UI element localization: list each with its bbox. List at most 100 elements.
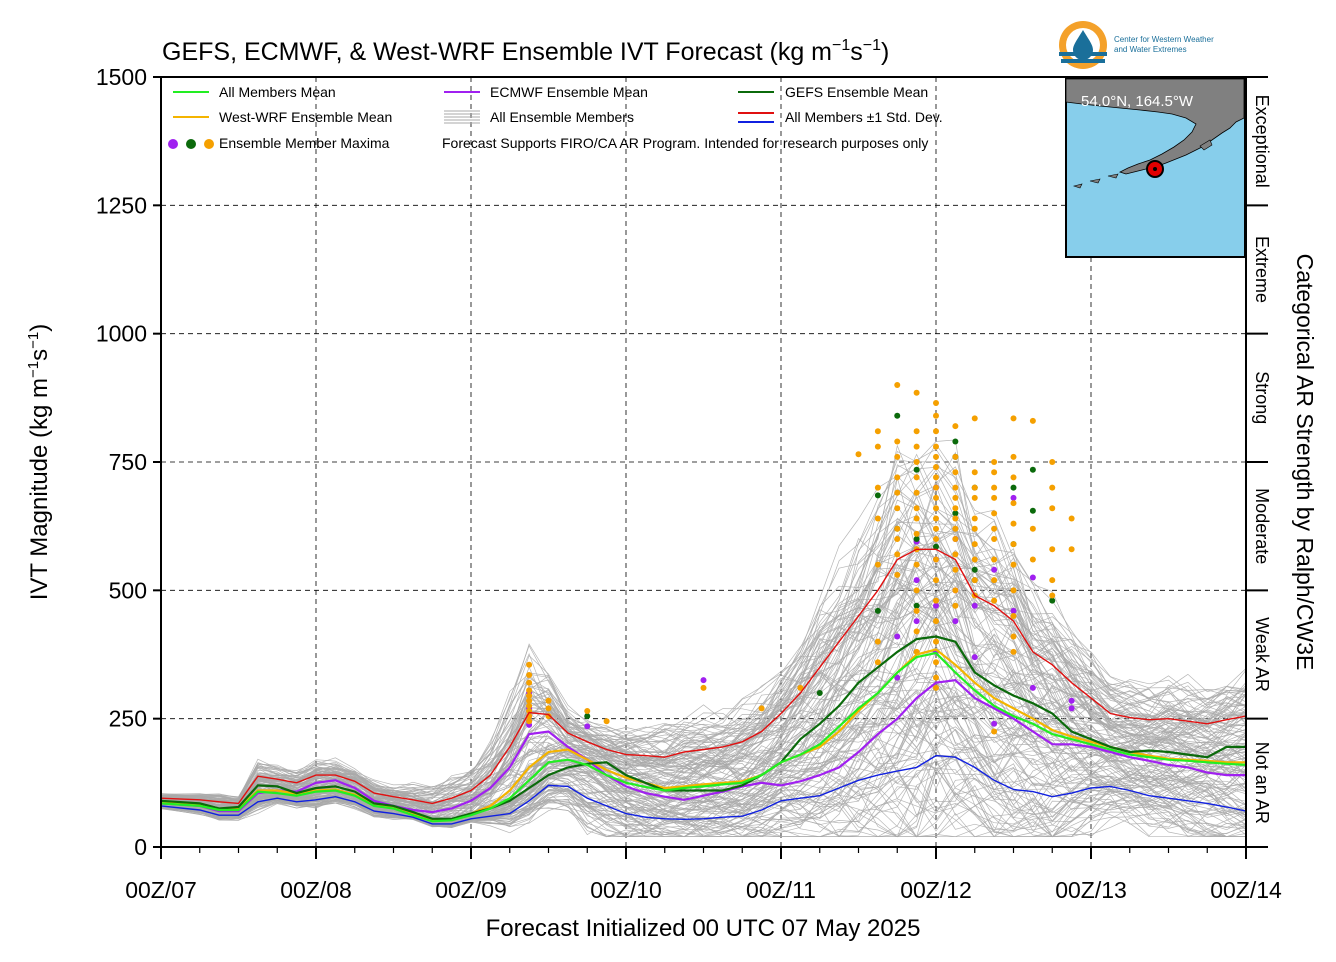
ensemble-member-line	[160, 465, 1247, 804]
maxima-dot-west-wrf	[933, 428, 939, 435]
maxima-dot-west-wrf	[1010, 648, 1017, 655]
maxima-dot-west-wrf	[1049, 505, 1056, 512]
maxima-dot-west-wrf	[952, 423, 959, 430]
maxima-dot-gefs	[1029, 466, 1036, 473]
maxima-dot-west-wrf	[1029, 417, 1036, 424]
inset-map: 54.0°N, 164.5°W	[1065, 77, 1246, 258]
category-label: Weak AR	[1252, 617, 1272, 692]
maxima-dot-west-wrf	[545, 697, 552, 704]
maxima-dot-west-wrf	[894, 474, 901, 481]
category-axis: Not an AR Weak AR Moderate Strong Extreme Exc…	[1246, 76, 1272, 848]
maxima-dot-west-wrf	[952, 484, 959, 491]
maxima-dot-west-wrf	[952, 505, 959, 512]
maxima-dot-west-wrf	[603, 718, 610, 725]
maxima-dot-ecmwf	[1010, 607, 1017, 614]
ensemble-member-line	[160, 674, 1247, 823]
maxima-dot-west-wrf	[933, 618, 939, 625]
maxima-dot-west-wrf	[933, 515, 939, 522]
maxima-dot-west-wrf	[933, 638, 939, 645]
maxima-dot-west-wrf	[933, 556, 939, 563]
maxima-dot-west-wrf	[971, 525, 978, 532]
ensemble-member-line	[160, 448, 1247, 799]
maxima-dot-west-wrf	[894, 551, 901, 558]
maxima-dot-gefs	[894, 412, 901, 419]
maxima-dot-ecmwf	[991, 720, 998, 727]
ensemble-member-line	[160, 692, 1247, 836]
maxima-dot-west-wrf	[894, 453, 901, 460]
maxima-dot-west-wrf	[1010, 415, 1017, 422]
maxima-dot-west-wrf	[584, 707, 591, 714]
legend-dot-ecmwf	[168, 139, 178, 149]
maxima-dot-west-wrf	[971, 484, 978, 491]
maxima-dot-west-wrf	[894, 489, 901, 496]
maxima-dot-ecmwf	[700, 677, 707, 684]
maxima-dot-west-wrf	[933, 484, 939, 491]
maxima-dot-ecmwf	[971, 602, 978, 609]
maxima-dot-west-wrf	[933, 674, 939, 681]
maxima-dot-ecmwf	[913, 577, 920, 584]
maxima-dot-ecmwf	[913, 618, 920, 625]
ensemble-maxima	[526, 382, 1075, 735]
maxima-dot-ecmwf	[971, 654, 978, 661]
ensemble-member-line	[160, 595, 1247, 810]
maxima-dot-gefs	[913, 536, 920, 542]
maxima-dot-west-wrf	[894, 438, 901, 445]
maxima-dot-west-wrf	[971, 415, 978, 422]
maxima-dot-west-wrf	[991, 728, 998, 735]
x-tick-label: 00Z/11	[746, 877, 816, 903]
maxima-dot-west-wrf	[913, 587, 920, 594]
inset-location-label: 54.0°N, 164.5°W	[1081, 93, 1194, 110]
maxima-dot-gefs	[1049, 597, 1056, 604]
maxima-dot-ecmwf	[952, 618, 959, 625]
maxima-dot-west-wrf	[991, 510, 998, 517]
legend-dot-gefs	[186, 139, 196, 149]
maxima-dot-west-wrf	[758, 705, 765, 712]
maxima-dot-west-wrf	[971, 515, 978, 522]
maxima-dot-gefs	[874, 492, 881, 499]
maxima-dot-gefs	[933, 543, 939, 550]
maxima-dot-west-wrf	[952, 536, 959, 542]
logo-text-line1: Center for Western Weather	[1114, 35, 1214, 44]
maxima-dot-west-wrf	[933, 684, 939, 691]
maxima-dot-ecmwf	[894, 674, 901, 681]
maxima-dot-west-wrf	[1010, 474, 1017, 481]
maxima-dot-west-wrf	[913, 389, 920, 396]
maxima-dot-ecmwf	[1068, 697, 1075, 704]
maxima-dot-west-wrf	[913, 443, 920, 450]
maxima-dot-gefs	[952, 510, 959, 517]
y-tick-label: 1000	[96, 321, 147, 347]
maxima-dot-west-wrf	[952, 566, 959, 573]
maxima-dot-west-wrf	[874, 561, 881, 568]
ensemble-member-line	[160, 541, 1247, 806]
y-tick-label: 250	[109, 706, 147, 732]
maxima-dot-west-wrf	[913, 628, 920, 635]
legend: All Members Mean West-WRF Ensemble Mean …	[168, 84, 943, 151]
maxima-dot-west-wrf	[526, 679, 533, 686]
category-label: Exceptional	[1252, 95, 1272, 188]
legend-label-std-dev: All Members ±1 Std. Dev.	[785, 109, 943, 125]
maxima-dot-west-wrf	[1010, 633, 1017, 640]
ensemble-member-line	[160, 557, 1247, 808]
maxima-dot-gefs	[1029, 507, 1036, 514]
x-tick-label: 00Z/12	[900, 877, 972, 903]
maxima-dot-west-wrf	[526, 687, 533, 694]
legend-label-maxima: Ensemble Member Maxima	[219, 135, 390, 151]
maxima-dot-west-wrf	[913, 489, 920, 496]
maxima-dot-west-wrf	[526, 672, 533, 679]
maxima-dot-ecmwf	[1010, 494, 1017, 501]
maxima-dot-west-wrf	[526, 692, 533, 699]
maxima-dot-west-wrf	[952, 494, 959, 501]
ensemble-member-line	[160, 563, 1247, 807]
maxima-dot-west-wrf	[991, 597, 998, 604]
y-tick-label: 750	[109, 449, 147, 475]
ensemble-member-line	[160, 499, 1247, 802]
series-line-gefs-mean	[160, 635, 1246, 820]
maxima-dot-west-wrf	[991, 577, 998, 584]
maxima-dot-west-wrf	[1010, 541, 1017, 548]
maxima-dot-west-wrf	[991, 459, 998, 465]
maxima-dot-ecmwf	[584, 723, 591, 730]
maxima-dot-west-wrf	[894, 525, 901, 532]
maxima-dot-west-wrf	[991, 525, 998, 532]
maxima-dot-west-wrf	[797, 684, 804, 691]
